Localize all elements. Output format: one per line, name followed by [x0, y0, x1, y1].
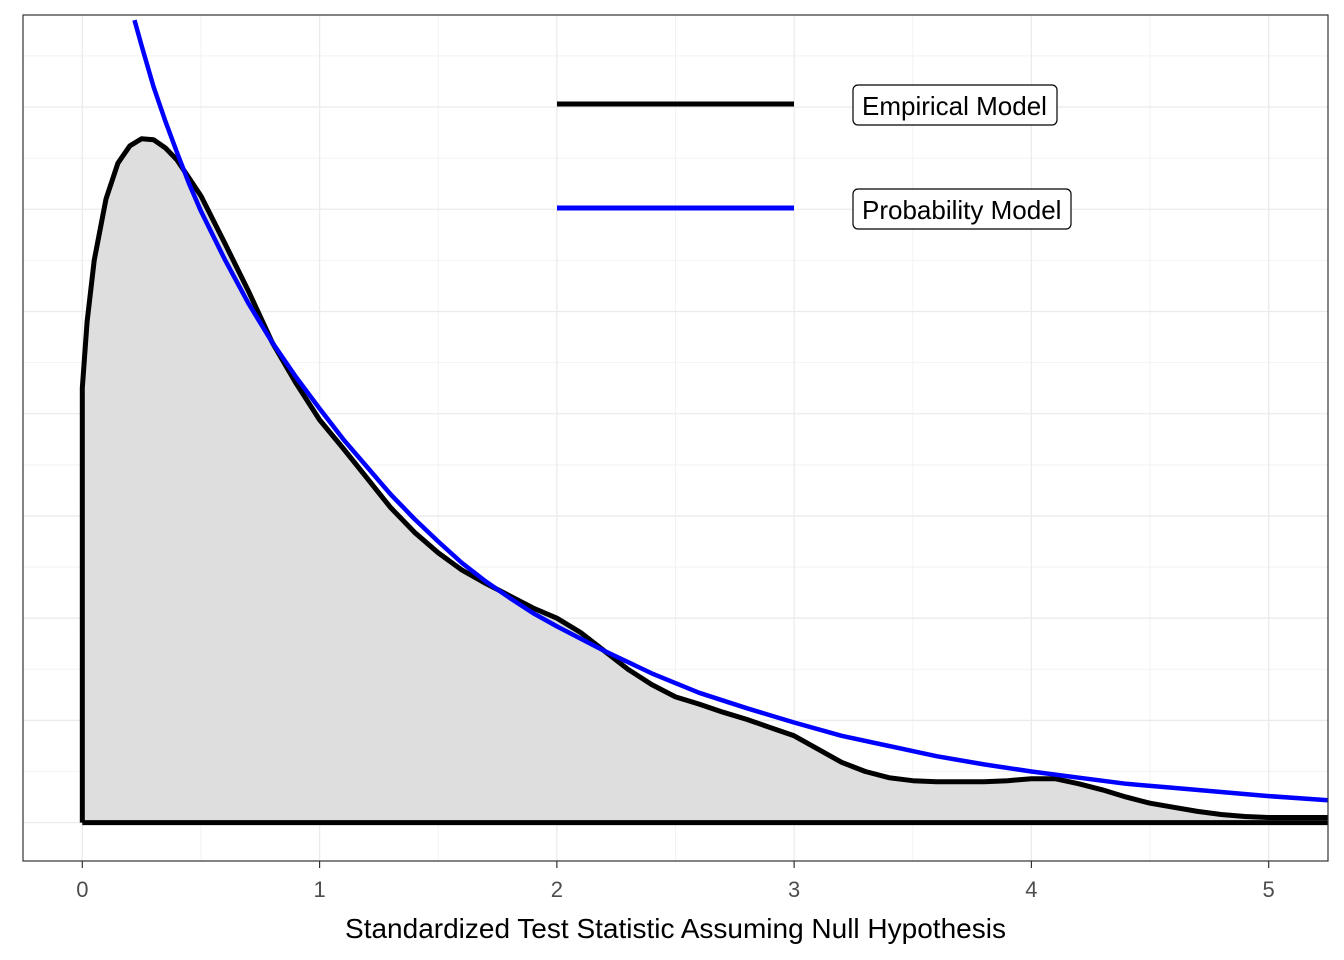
empirical-density-fill	[82, 138, 1328, 823]
x-axis-ticks: 0 1 2 3 4 5	[76, 861, 1275, 902]
legend: Empirical Model Probability Model	[557, 84, 1072, 230]
x-tick-label: 5	[1263, 877, 1275, 902]
legend-label-box	[852, 84, 1058, 126]
series-layer	[79, 19, 1329, 826]
x-tick-label: 1	[313, 877, 325, 902]
legend-label: Probability Model	[862, 195, 1061, 225]
x-tick-label: 0	[76, 877, 88, 902]
legend-label: Empirical Model	[862, 91, 1047, 121]
x-tick-label: 4	[1025, 877, 1037, 902]
probability-model-line	[132, 19, 1329, 803]
x-tick-label: 3	[788, 877, 800, 902]
legend-label-box	[852, 188, 1072, 230]
panel-border	[22, 14, 1329, 862]
x-axis-title: Standardized Test Statistic Assuming Nul…	[345, 913, 1006, 944]
empirical-density-line	[79, 136, 1328, 823]
x-tick-label: 2	[551, 877, 563, 902]
